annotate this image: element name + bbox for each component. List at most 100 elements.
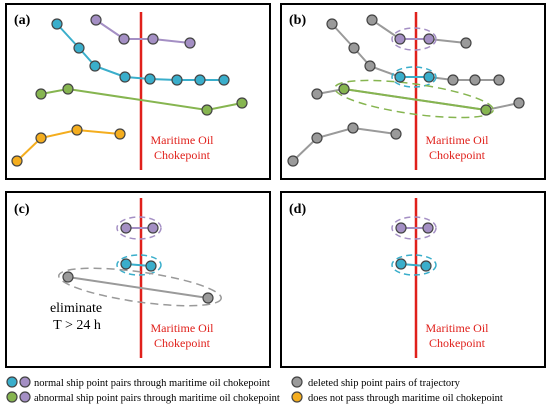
chokepoint-label-line1: Maritime Oil (151, 321, 215, 335)
trajectory-point (347, 122, 359, 134)
orange-points (11, 124, 126, 167)
trajectory-point (447, 74, 459, 86)
gray-pair-segment (67, 276, 209, 299)
legend-item-deleted: deleted ship point pairs of trajectory (291, 376, 461, 389)
trajectory-point (311, 88, 323, 100)
eliminate-note-line2: T > 24 h (53, 318, 101, 333)
trajectory-point (287, 155, 299, 167)
trajectory-point (147, 33, 159, 45)
cyan-points (51, 18, 230, 86)
legend-gray-marker (291, 376, 303, 388)
trajectory-point (480, 104, 492, 116)
legend-text: normal ship point pairs through maritime… (34, 378, 270, 389)
trajectory-point (348, 42, 360, 54)
eliminated-pair-highlight (58, 267, 222, 307)
trajectory-point (364, 60, 376, 72)
chokepoint-label-line2: Chokepoint (154, 336, 211, 350)
chokepoint-label-line1: Maritime Oil (426, 133, 490, 147)
trajectory-point (51, 18, 63, 30)
trajectory-point (394, 33, 406, 45)
eliminate-note-line1: eliminate (50, 301, 102, 316)
legend-orange-marker (291, 391, 303, 403)
trajectory-point (147, 222, 159, 234)
trajectory-point (338, 83, 350, 95)
legend-green-marker (6, 391, 18, 403)
trajectory-point (71, 124, 83, 136)
cyan-pair-highlight (391, 254, 437, 276)
panel-d-label: (d) (289, 202, 306, 217)
panel-a-frame (5, 3, 271, 180)
legend-text: deleted ship point pairs of trajectory (308, 378, 461, 389)
trajectory-point (460, 37, 472, 49)
trajectory-point (73, 42, 85, 54)
legend-purple-marker (19, 376, 31, 388)
trajectory-point (201, 104, 213, 116)
trajectory-point (120, 222, 132, 234)
trajectory-point (120, 258, 132, 270)
purple-pair-highlight (391, 216, 437, 240)
cyan-points (394, 71, 435, 83)
green-points (35, 83, 248, 116)
panel-a: (a) Maritime Oil Chokepoint (5, 3, 271, 180)
trajectory-point (202, 292, 214, 304)
panel-a-label: (a) (14, 13, 31, 28)
purple-trajectory (95, 19, 191, 44)
trajectory-point (171, 74, 183, 86)
trajectory-point (62, 83, 74, 95)
panel-d-frame (280, 191, 546, 368)
trajectory-point (326, 18, 338, 30)
trajectory-point (394, 71, 406, 83)
trajectory-point (114, 128, 126, 140)
gray-trajectory (292, 126, 397, 162)
panel-b: (b) Maritime Oil Chokepoint (280, 3, 546, 180)
chokepoint-label-line2: Chokepoint (429, 336, 486, 350)
trajectory-point (194, 74, 206, 86)
orange-trajectory (16, 128, 121, 162)
legend: normal ship point pairs through maritime… (6, 376, 503, 404)
purple-points (394, 33, 435, 45)
trajectory-point (422, 222, 434, 234)
trajectory-point (420, 260, 432, 272)
trajectory-point (35, 132, 47, 144)
trajectory-point (469, 74, 481, 86)
gray-points (287, 14, 525, 167)
chokepoint-label-line2: Chokepoint (154, 148, 211, 162)
trajectory-point (311, 132, 323, 144)
trajectory-point (395, 222, 407, 234)
panel-c-label: (c) (14, 202, 30, 217)
cyan-pair-highlight (391, 66, 437, 88)
trajectory-point (118, 33, 130, 45)
trajectory-point (423, 33, 435, 45)
green-points (338, 83, 492, 116)
trajectory-point (366, 14, 378, 26)
purple-pair-highlight (116, 216, 162, 240)
trajectory-point (89, 60, 101, 72)
trajectory-point (390, 128, 402, 140)
purple-pair-highlight (391, 27, 437, 51)
trajectory-point (35, 88, 47, 100)
trajectory-point (493, 74, 505, 86)
trajectory-point (513, 97, 525, 109)
legend-text: does not pass through maritime oil choke… (308, 393, 503, 404)
trajectory-point (423, 71, 435, 83)
trajectory-point (218, 74, 230, 86)
chokepoint-label-line1: Maritime Oil (151, 133, 215, 147)
legend-purple-marker (19, 391, 31, 403)
trajectory-point (144, 73, 156, 85)
green-trajectory (40, 87, 243, 112)
trajectory-point (236, 97, 248, 109)
trajectory-point (62, 271, 74, 283)
legend-item-normal: normal ship point pairs through maritime… (6, 376, 270, 389)
panel-c-frame (5, 191, 271, 368)
trajectory-point (145, 260, 157, 272)
purple-points (90, 14, 196, 49)
green-pair-highlight (334, 79, 494, 119)
legend-text: abnormal ship point pairs through mariti… (34, 393, 280, 404)
cyan-pair-highlight (116, 254, 162, 276)
legend-cyan-marker (6, 376, 18, 388)
legend-item-abnormal: abnormal ship point pairs through mariti… (6, 391, 280, 404)
trajectory-point (119, 71, 131, 83)
panel-c: (c) Maritime Oil Chokepoint eliminate T … (5, 191, 271, 368)
panel-d: (d) Maritime Oil Chokepoint (280, 191, 546, 368)
